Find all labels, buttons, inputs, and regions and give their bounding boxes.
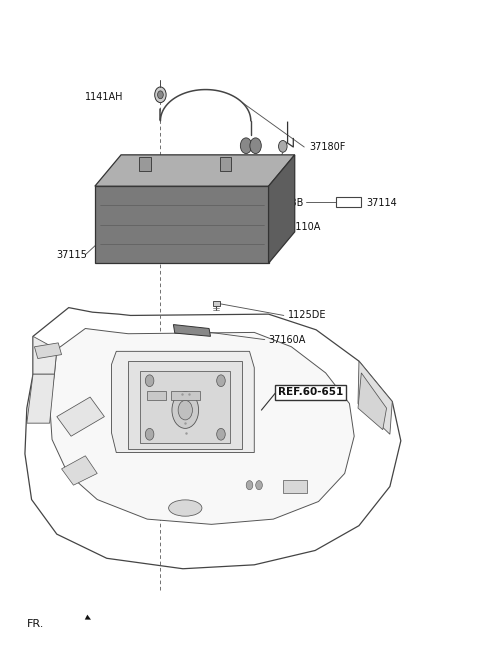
Polygon shape [25,307,401,569]
Circle shape [246,481,253,489]
Polygon shape [171,391,200,400]
Text: 37115: 37115 [57,250,88,260]
Bar [336,196,361,207]
Polygon shape [358,373,386,430]
Polygon shape [219,158,231,171]
Text: 1125DE: 1125DE [288,311,326,321]
Circle shape [240,138,252,154]
Circle shape [216,428,225,440]
Polygon shape [283,480,307,493]
Text: 37110A: 37110A [284,222,321,233]
Circle shape [172,392,199,428]
Polygon shape [61,456,97,485]
Circle shape [256,481,263,489]
Circle shape [145,375,154,386]
Polygon shape [128,361,242,449]
Text: 98893B: 98893B [266,198,303,208]
Circle shape [145,428,154,440]
Polygon shape [35,343,61,359]
Polygon shape [139,158,151,171]
Polygon shape [147,391,166,400]
Circle shape [155,87,166,102]
Polygon shape [27,374,54,423]
Polygon shape [111,351,254,453]
Polygon shape [140,371,230,443]
Circle shape [157,91,163,99]
Polygon shape [95,155,295,186]
Text: 37160A: 37160A [268,334,306,345]
Ellipse shape [168,500,202,516]
Circle shape [216,375,225,386]
Polygon shape [95,186,268,263]
Bar [213,301,219,306]
Polygon shape [49,328,354,524]
Text: FR.: FR. [27,619,44,629]
Circle shape [278,141,287,152]
Polygon shape [358,361,392,434]
Circle shape [178,400,192,420]
Polygon shape [57,397,104,436]
Text: 1141AH: 1141AH [85,93,123,102]
Polygon shape [268,155,295,263]
Polygon shape [173,325,211,336]
Text: 37180F: 37180F [309,142,346,152]
Circle shape [250,138,261,154]
Text: REF.60-651: REF.60-651 [278,388,343,397]
Polygon shape [33,336,57,374]
Text: 37114: 37114 [366,198,397,208]
